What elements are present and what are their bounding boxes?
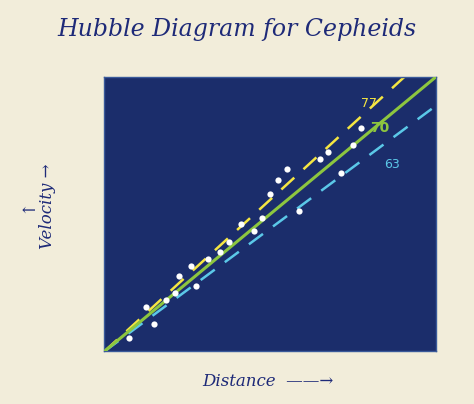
Point	[295, 208, 303, 214]
Point	[349, 142, 357, 149]
Point	[237, 221, 245, 228]
Point	[258, 214, 265, 221]
Point	[125, 335, 133, 341]
Point	[175, 273, 182, 279]
Point	[163, 297, 170, 303]
Text: Distance  ——→: Distance ——→	[202, 373, 333, 390]
Point	[225, 238, 232, 245]
Point	[142, 304, 149, 310]
Point	[337, 170, 345, 176]
Point	[217, 248, 224, 255]
Point	[324, 149, 332, 156]
Text: 70: 70	[371, 121, 390, 135]
Point	[316, 156, 324, 162]
Point	[283, 166, 291, 173]
Point	[266, 190, 274, 197]
Point	[191, 283, 199, 289]
Point	[204, 255, 212, 262]
Point	[250, 228, 257, 234]
Text: ↑
Velocity →: ↑ Velocity →	[19, 163, 56, 249]
Text: Hubble Diagram for Cepheids: Hubble Diagram for Cepheids	[57, 18, 417, 41]
Text: 63: 63	[384, 158, 400, 171]
Point	[188, 263, 195, 269]
Text: 77: 77	[361, 97, 377, 110]
Point	[171, 290, 179, 297]
Point	[357, 125, 365, 131]
Point	[150, 321, 158, 327]
Point	[274, 177, 282, 183]
